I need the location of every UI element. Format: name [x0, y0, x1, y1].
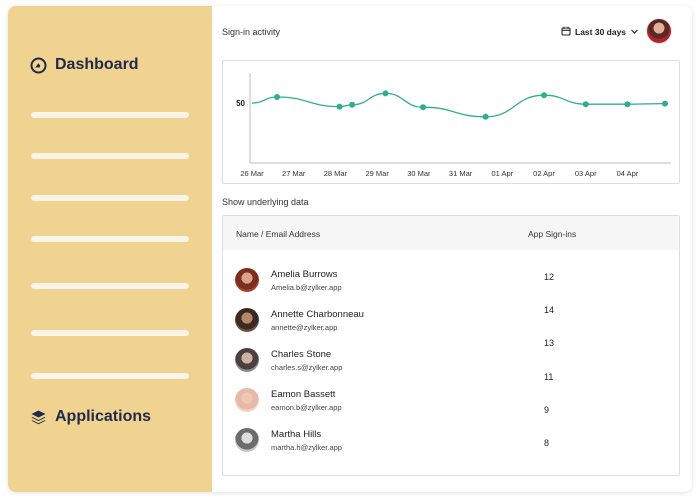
- data-point[interactable]: [274, 94, 281, 100]
- chevron-down-icon: [630, 27, 639, 38]
- nav-dashboard-label: Dashboard: [55, 56, 139, 73]
- data-point[interactable]: [482, 113, 489, 120]
- signin-count: 8: [544, 438, 550, 448]
- data-point[interactable]: [382, 90, 389, 97]
- placeholder-bar: [31, 112, 189, 118]
- table-header: Name / Email Address App Sign-ins: [223, 216, 679, 250]
- table-row[interactable]: Charles Stone charles.s@zylker.app: [235, 346, 342, 374]
- nav-dashboard[interactable]: Dashboard: [30, 56, 139, 74]
- user-email: annette@zylker.app: [271, 322, 338, 332]
- table-row[interactable]: Eamon Bassett eamon.b@zylker.app: [235, 386, 342, 414]
- line-chart: 50 26 Mar 27 Mar 28 Mar 29 Mar 30 Mar 31 Mar 0…: [236, 73, 671, 178]
- user-name: Annette Charbonneau: [271, 308, 364, 320]
- placeholder-bar: [31, 153, 189, 159]
- app-window: Dashboard Applications Sign-in activity: [8, 6, 692, 492]
- avatar: [235, 268, 259, 292]
- x-tick-label: 04 Apr: [617, 169, 639, 178]
- placeholder-bar: [31, 373, 189, 379]
- signin-count: 14: [544, 305, 555, 315]
- x-tick-label: 02 Apr: [533, 169, 555, 178]
- signins-table: Name / Email Address App Sign-ins Amelia…: [222, 215, 680, 476]
- column-header-signins: App Sign-ins: [528, 229, 577, 239]
- user-name: Charles Stone: [271, 348, 332, 360]
- placeholder-bar: [31, 195, 189, 201]
- data-point[interactable]: [420, 104, 427, 111]
- y-tick-label: 50: [236, 99, 245, 108]
- placeholder-bar: [31, 330, 189, 336]
- x-tick-label: 01 Apr: [491, 169, 513, 178]
- x-tick-label: 31 Mar: [449, 169, 473, 178]
- avatar: [235, 348, 259, 372]
- table-row[interactable]: Annette Charbonneau annette@zylker.app: [235, 306, 364, 334]
- date-range-selector[interactable]: Last 30 days: [561, 26, 639, 38]
- signin-chart: 50 26 Mar 27 Mar 28 Mar 29 Mar 30 Mar 31 Mar 0…: [222, 60, 680, 184]
- user-email: eamon.b@zylker.app: [271, 402, 342, 412]
- placeholder-bar: [31, 283, 189, 289]
- signin-count: 13: [544, 338, 555, 348]
- signin-count: 12: [544, 272, 555, 282]
- data-point[interactable]: [662, 100, 668, 107]
- series-line: [251, 92, 666, 118]
- x-tick-label: 29 Mar: [365, 169, 389, 178]
- date-range-label: Last 30 days: [575, 27, 627, 37]
- page-title: Sign-in activity: [222, 27, 281, 37]
- signin-count: 11: [544, 372, 554, 382]
- nav-applications[interactable]: Applications: [30, 408, 151, 426]
- signin-count: 9: [544, 405, 550, 415]
- data-point[interactable]: [349, 101, 356, 108]
- user-email: martha.h@zylker.app: [271, 442, 342, 452]
- avatar: [235, 308, 259, 332]
- user-email: Amelia.b@zylker.app: [271, 282, 342, 292]
- data-point[interactable]: [624, 101, 631, 108]
- x-tick-label: 30 Mar: [407, 169, 431, 178]
- user-email: charles.s@zylker.app: [271, 362, 343, 372]
- user-name: Amelia Burrows: [271, 268, 338, 280]
- x-tick-label: 26 Mar: [240, 169, 264, 178]
- data-point[interactable]: [336, 103, 343, 110]
- gauge-icon: [30, 57, 47, 74]
- layers-icon: [30, 409, 47, 426]
- x-tick-label: 28 Mar: [324, 169, 348, 178]
- avatar: [235, 428, 259, 452]
- avatar: [235, 388, 259, 412]
- data-point[interactable]: [541, 92, 548, 99]
- table-row[interactable]: Amelia Burrows Amelia.b@zylker.app: [235, 266, 342, 294]
- user-name: Martha Hills: [271, 428, 322, 440]
- user-name: Eamon Bassett: [271, 388, 336, 400]
- placeholder-bar: [31, 236, 189, 242]
- sidebar: Dashboard Applications: [8, 6, 212, 492]
- show-underlying-data-link[interactable]: Show underlying data: [222, 197, 309, 207]
- main-panel: Sign-in activity Last 30 days: [212, 6, 692, 492]
- nav-applications-label: Applications: [55, 408, 152, 425]
- x-tick-label: 27 Mar: [282, 169, 306, 178]
- column-header-name: Name / Email Address: [236, 229, 321, 239]
- calendar-icon: [561, 26, 571, 38]
- table-row[interactable]: Martha Hills martha.h@zylker.app: [235, 426, 342, 454]
- x-tick-label: 03 Apr: [575, 169, 597, 178]
- data-point[interactable]: [582, 101, 589, 108]
- user-avatar[interactable]: [646, 18, 672, 44]
